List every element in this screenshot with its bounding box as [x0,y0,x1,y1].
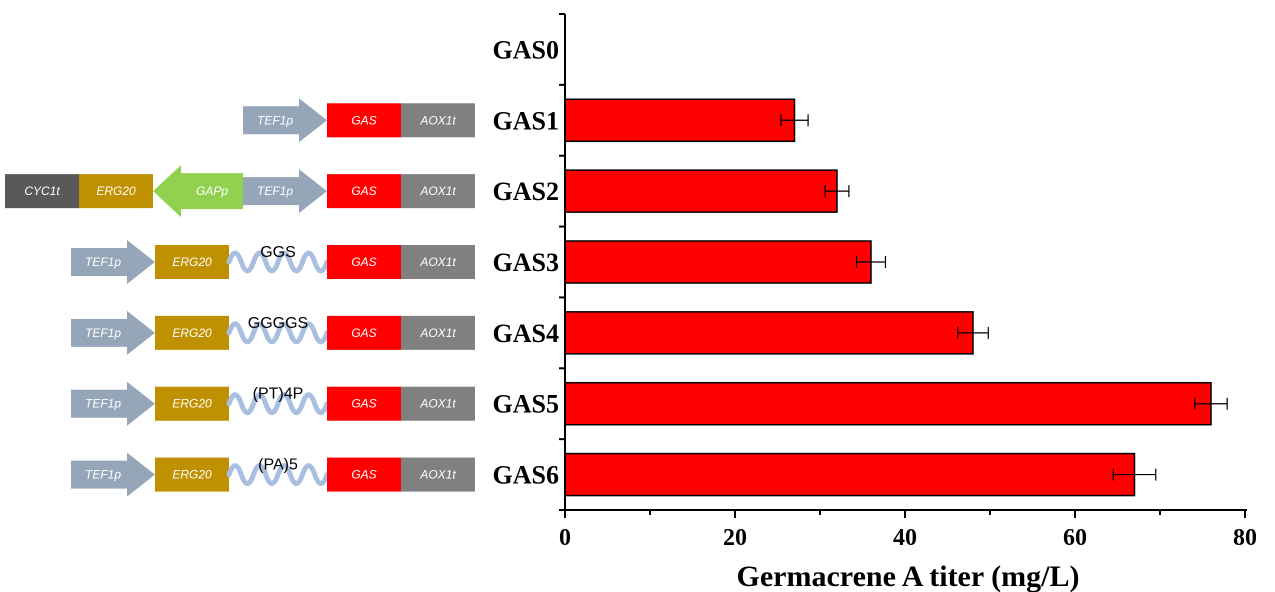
linker-wave [226,250,330,274]
bar [564,98,796,143]
part-label: ERG20 [172,255,212,269]
part-label: AOX1t [419,184,456,198]
part-label: GAPp [196,184,228,198]
part-box [155,386,229,421]
x-tick-label: 40 [893,525,917,551]
promoter-arrow [71,381,155,426]
part-label: TEF1p [85,397,121,411]
part-label: ERG20 [172,468,212,482]
part-label: GAS [351,326,376,340]
x-tick-label: 0 [559,525,571,551]
part-label: TEF1p [85,255,121,269]
part-label: ERG20 [96,184,136,198]
part-label: TEF1p [85,326,121,340]
axis-ticks: GAS0 GAS1 GAS2 GAS3 GAS4 GAS5 GAS6 0 20 40 60 80 [493,13,1257,551]
bar [564,452,1136,497]
error-bar [1112,468,1157,481]
construct-gas1: TEF1p GAS AOX1t [243,98,475,143]
bar [564,240,872,284]
linker-label: (PT)4P [253,386,304,403]
part-box [401,457,475,492]
bar [564,311,974,355]
part-box [401,174,475,209]
part-box [327,174,401,209]
construct-gas2: CYC1t ERG20 GAPp TEF1p GAS AOX1t [5,165,475,218]
part-box [401,245,475,279]
part-box [327,103,401,138]
category-label: GAS2 [493,177,559,206]
linker-label: GGGGS [248,315,308,332]
construct-gas3: TEF1p ERG20 GGS GAS AOX1t [71,240,475,284]
construct-gas4: TEF1p ERG20 GGGGS GAS AOX1t [71,310,475,355]
part-box [401,103,475,138]
linker-wave [226,463,330,487]
part-label: TEF1p [85,468,121,482]
x-axis-label: Germacrene A titer (mg/L) [737,560,1080,592]
error-bar [824,185,850,198]
bar-chart: GAS0 GAS1 GAS2 GAS3 GAS4 GAS5 GAS6 0 20 40 60 80 Ge… [493,13,1257,592]
promoter-arrow [243,169,327,214]
construct-gas6: TEF1p ERG20 (PA)5 GAS AOX1t [71,452,475,497]
bar [564,169,838,213]
promoter-arrow [243,98,327,143]
part-box [155,457,229,492]
genetic-constructs: TEF1p GAS AOX1t CYC1t ERG20 GAPp TEF1p GAS AOX1t… [5,98,475,497]
bars-group [564,98,1228,497]
part-label: AOX1t [419,326,456,340]
construct-gas5: TEF1p ERG20 (PT)4P GAS AOX1t [71,381,475,426]
part-label: AOX1t [419,397,456,411]
promoter-arrow [71,452,155,497]
part-box [327,315,401,350]
category-label: GAS6 [493,461,559,490]
part-label: GAS [351,468,376,482]
category-label: GAS4 [493,319,559,348]
part-label: TEF1p [257,184,293,198]
part-box [401,315,475,350]
part-label: AOX1t [419,113,456,127]
error-bar [855,256,887,268]
category-label: GAS5 [493,390,559,419]
part-box [155,245,229,279]
part-label: ERG20 [172,397,212,411]
part-box [79,174,153,209]
part-label: CYC1t [24,184,60,198]
part-label: AOX1t [419,468,456,482]
category-label: GAS3 [493,248,559,277]
part-label: GAS [351,255,376,269]
x-tick-label: 60 [1063,525,1087,551]
promoter-arrow-reverse [153,165,243,218]
category-label: GAS0 [493,35,559,64]
linker-wave [226,392,330,416]
linker-wave [226,321,330,345]
error-bar [957,326,989,339]
part-label: GAS [351,113,376,127]
linker-label: GGS [260,244,296,261]
part-label: GAS [351,184,376,198]
part-box [327,386,401,421]
part-label: AOX1t [419,255,456,269]
error-bar [780,114,809,127]
part-label: GAS [351,397,376,411]
part-box [5,174,79,209]
part-label: TEF1p [257,113,293,127]
x-tick-label: 20 [723,525,747,551]
promoter-arrow [71,240,155,284]
error-bar [1194,397,1228,410]
part-box [401,386,475,421]
part-box [327,457,401,492]
part-box [327,245,401,279]
promoter-arrow [71,310,155,355]
bar [564,381,1212,426]
x-tick-label: 80 [1233,525,1257,551]
part-label: ERG20 [172,326,212,340]
category-label: GAS1 [493,106,559,135]
part-box [155,315,229,350]
linker-label: (PA)5 [258,457,298,474]
